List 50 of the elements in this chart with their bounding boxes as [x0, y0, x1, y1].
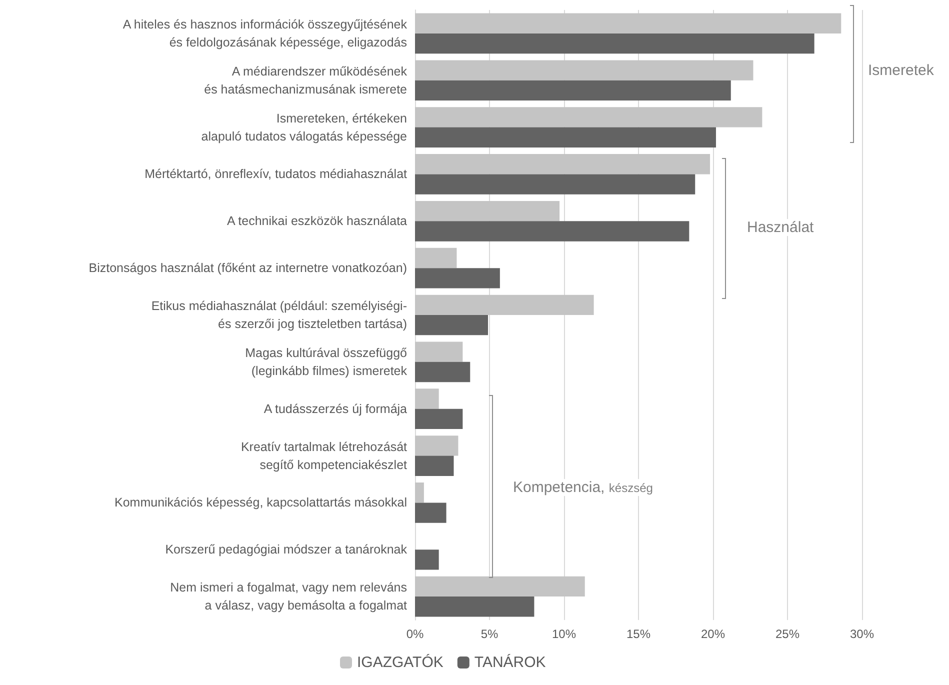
y-tick-label: A médiarendszer működésének és hatásmechanizmusának ismerete [204, 64, 408, 96]
bar [415, 107, 762, 128]
legend-label: TANÁROK [474, 653, 546, 671]
bar [415, 576, 585, 597]
bar [415, 221, 690, 242]
bar [415, 315, 488, 336]
bar [415, 174, 696, 194]
text: Ismeretek [866, 62, 936, 79]
bar [415, 60, 754, 80]
y-tick-label: Etikus médiahasználat (például: személyiségi- és szerzői jog tiszteletben tartása) [151, 299, 407, 331]
x-tick-label: 10% [552, 627, 576, 641]
bar [415, 80, 731, 101]
y-tick-label: Ismereteken, értékeken alapuló tudatos válogatás képessége [201, 111, 408, 144]
bar [415, 550, 439, 570]
bar [415, 13, 842, 34]
y-tick-label: A hiteles és hasznos információk összegyűjtésének és feldolgozásának képessége, eligazodás [122, 17, 408, 50]
bar [415, 248, 457, 268]
x-tick-label: 30% [850, 627, 874, 641]
legend-label: IGAZGATÓK [357, 653, 444, 671]
y-tick-label: A tudásszerzés új formája [264, 402, 408, 416]
x-tick-label: 5% [480, 627, 498, 641]
bar [415, 33, 814, 54]
y-tick-label: Kommunikációs képesség, kapcsolattartás másokkal [114, 496, 407, 510]
bar [415, 596, 534, 617]
bar [415, 388, 439, 409]
bar [415, 436, 458, 456]
bar [415, 342, 463, 362]
annotation: Kompetencia, készség [511, 479, 655, 496]
x-tick-label: 25% [775, 627, 800, 641]
bar [415, 154, 710, 174]
annotation: Használat [745, 219, 816, 236]
y-tick-label: Korszerű pedagógiai módszer a tanároknak [165, 542, 408, 557]
y-tick-label: A technikai eszközök használata [227, 214, 408, 228]
bar [415, 200, 560, 222]
y-tick-label: Kreatív tartalmak létrehozását segítő kompetenciakészlet [240, 440, 408, 472]
x-tick-label: 15% [626, 627, 651, 641]
bar [415, 408, 463, 430]
bar [415, 362, 470, 382]
bar [415, 456, 454, 476]
x-tick-label: 0% [406, 627, 424, 641]
y-tick-label: Biztonságos használat (főként az internetre vonatkozóan) [88, 261, 407, 276]
bar [415, 502, 446, 523]
y-tick-label: Mértéktartó, önreflexív, tudatos médiahasználat [144, 167, 408, 182]
bar [415, 294, 594, 315]
bar [415, 482, 424, 503]
y-tick-label: Nem ismeri a fogalmat, vagy nem releváns a válasz, vagy bemásolta a fogalmat [170, 580, 408, 613]
bar [415, 127, 716, 148]
bar [415, 268, 500, 288]
y-tick-label: Magas kultúrával összefüggő (leginkább filmes) ismeretek [245, 346, 408, 378]
x-tick-label: 20% [700, 627, 726, 641]
